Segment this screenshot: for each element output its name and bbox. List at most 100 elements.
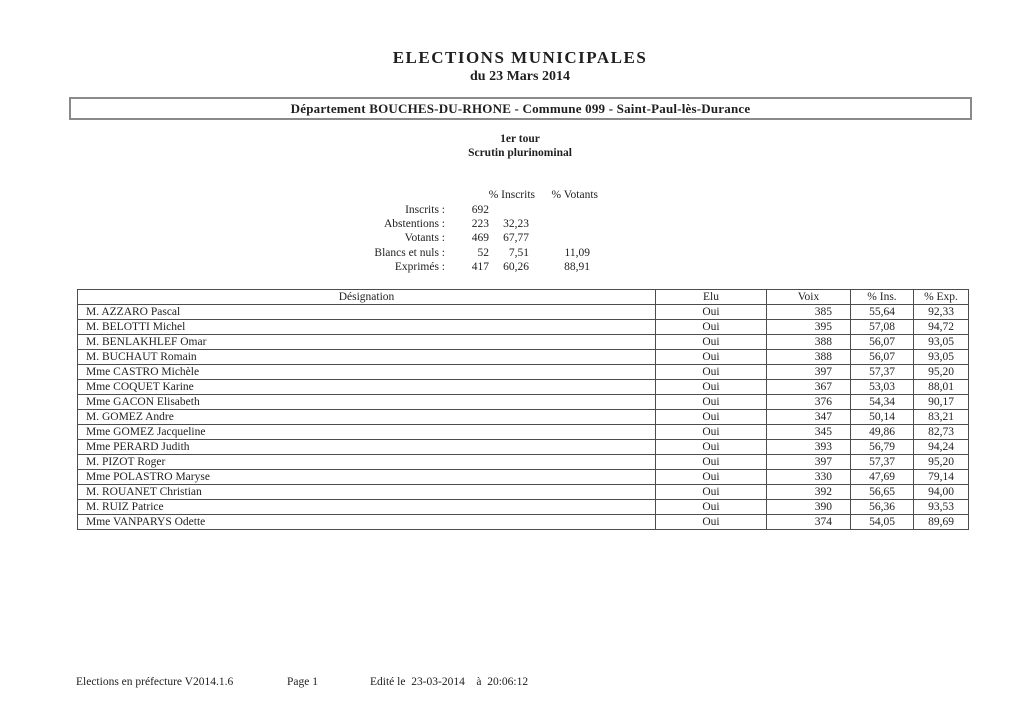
pct-inscrits: 57,37 xyxy=(850,364,914,380)
elected-status: Oui xyxy=(655,349,767,365)
department-banner: Département BOUCHES-DU-RHONE - Commune 0… xyxy=(69,97,972,120)
elected-status: Oui xyxy=(655,334,767,350)
candidate-name: Mme CASTRO Michèle xyxy=(77,364,656,380)
votes-count: 345 xyxy=(766,424,851,440)
table-row: M. BELOTTI Michel Oui 395 57,08 94,72 xyxy=(77,319,969,335)
votes-count: 388 xyxy=(766,349,851,365)
pct-exprimes: 92,33 xyxy=(913,304,969,320)
candidate-name: Mme COQUET Karine xyxy=(77,379,656,395)
pct-exprimes: 95,20 xyxy=(913,454,969,470)
pct-inscrits: 57,37 xyxy=(850,454,914,470)
elected-status: Oui xyxy=(655,424,767,440)
stats-pct-inscrits: 67,77 xyxy=(503,232,529,245)
stats-pct-inscrits: 7,51 xyxy=(508,246,529,259)
votes-count: 397 xyxy=(766,454,851,470)
table-row: M. BUCHAUT Romain Oui 388 56,07 93,05 xyxy=(77,349,969,365)
stats-pct-votants xyxy=(529,231,590,245)
elected-status: Oui xyxy=(655,514,767,530)
stats-label: Abstentions : xyxy=(383,218,445,231)
stats-pct-inscrits xyxy=(489,203,529,217)
candidate-name: Mme VANPARYS Odette xyxy=(77,514,656,530)
table-row: M. BENLAKHLEF Omar Oui 388 56,07 93,05 xyxy=(77,334,969,350)
pct-inscrits: 54,05 xyxy=(850,514,914,530)
candidate-name: M. RUIZ Patrice xyxy=(77,499,656,515)
pct-exprimes: 79,14 xyxy=(913,469,969,485)
table-row: Mme GACON Elisabeth Oui 376 54,34 90,17 xyxy=(77,394,969,410)
table-row: M. RUIZ Patrice Oui 390 56,36 93,53 xyxy=(77,499,969,515)
votes-count: 330 xyxy=(766,469,851,485)
round-line: 1er tour xyxy=(500,133,540,145)
votes-count: 385 xyxy=(766,304,851,320)
elected-status: Oui xyxy=(655,409,767,425)
votes-count: 374 xyxy=(766,514,851,530)
stats-pct-votants xyxy=(529,217,590,231)
stats-label: Inscrits : xyxy=(405,204,445,217)
table-row: Mme POLASTRO Maryse Oui 330 47,69 79,14 xyxy=(77,469,969,485)
pct-exprimes: 93,05 xyxy=(913,334,969,350)
pct-inscrits: 56,07 xyxy=(850,349,914,365)
table-row: Mme PERARD Judith Oui 393 56,79 94,24 xyxy=(77,439,969,455)
stats-row: Abstentions : 223 32,23 xyxy=(200,217,590,231)
results-table: Désignation Elu Voix % Ins. % Exp. M. AZ… xyxy=(77,289,969,530)
table-row: Mme COQUET Karine Oui 367 53,03 88,01 xyxy=(77,379,969,395)
table-row: Mme GOMEZ Jacqueline Oui 345 49,86 82,73 xyxy=(77,424,969,440)
candidate-name: M. BUCHAUT Romain xyxy=(77,349,656,365)
ballot-type-line: Scrutin plurinominal xyxy=(468,147,572,159)
results-header-row: Désignation Elu Voix % Ins. % Exp. xyxy=(77,289,969,305)
stats-value: 52 xyxy=(477,246,490,259)
candidate-name: Mme GACON Elisabeth xyxy=(77,394,656,410)
table-row: M. ROUANET Christian Oui 392 56,65 94,00 xyxy=(77,484,969,500)
document-title: ELECTIONS MUNICIPALES du 23 Mars 2014 xyxy=(16,48,1024,85)
elected-status: Oui xyxy=(655,364,767,380)
candidate-name: Mme PERARD Judith xyxy=(77,439,656,455)
pct-inscrits: 56,65 xyxy=(850,484,914,500)
title-line-1: ELECTIONS MUNICIPALES xyxy=(392,48,648,67)
table-row: Mme VANPARYS Odette Oui 374 54,05 89,69 xyxy=(77,514,969,530)
title-line-2: du 23 Mars 2014 xyxy=(470,69,570,84)
table-row: Mme CASTRO Michèle Oui 397 57,37 95,20 xyxy=(77,364,969,380)
stats-value: 469 xyxy=(471,232,489,245)
pct-inscrits: 53,03 xyxy=(850,379,914,395)
col-header-pct-exp: % Exp. xyxy=(913,289,969,305)
candidate-name: M. BENLAKHLEF Omar xyxy=(77,334,656,350)
col-header-designation: Désignation xyxy=(77,289,656,305)
elected-status: Oui xyxy=(655,484,767,500)
elected-status: Oui xyxy=(655,454,767,470)
candidate-name: M. AZZARO Pascal xyxy=(77,304,656,320)
elected-status: Oui xyxy=(655,439,767,455)
elected-status: Oui xyxy=(655,379,767,395)
pct-exprimes: 88,01 xyxy=(913,379,969,395)
pct-inscrits: 57,08 xyxy=(850,319,914,335)
stats-pct-votants: 88,91 xyxy=(564,260,590,273)
pct-inscrits: 56,79 xyxy=(850,439,914,455)
stats-row: Votants : 469 67,77 xyxy=(200,231,590,245)
stats-label: Exprimés : xyxy=(394,260,445,273)
votes-count: 376 xyxy=(766,394,851,410)
elected-status: Oui xyxy=(655,304,767,320)
stats-row: Exprimés : 417 60,26 88,91 xyxy=(200,260,590,274)
votes-count: 393 xyxy=(766,439,851,455)
elected-status: Oui xyxy=(655,499,767,515)
stats-value: 223 xyxy=(471,218,489,231)
pct-inscrits: 56,07 xyxy=(850,334,914,350)
elected-status: Oui xyxy=(655,469,767,485)
pct-inscrits: 55,64 xyxy=(850,304,914,320)
stats-value: 692 xyxy=(471,204,489,217)
pct-exprimes: 94,24 xyxy=(913,439,969,455)
stats-label: Votants : xyxy=(404,232,445,245)
pct-inscrits: 54,34 xyxy=(850,394,914,410)
candidate-name: M. GOMEZ Andre xyxy=(77,409,656,425)
candidate-name: Mme POLASTRO Maryse xyxy=(77,469,656,485)
pct-exprimes: 95,20 xyxy=(913,364,969,380)
stats-header-pct-inscrits: % Inscrits xyxy=(488,189,535,201)
stats-value: 417 xyxy=(471,260,489,273)
elected-status: Oui xyxy=(655,319,767,335)
table-row: M. PIZOT Roger Oui 397 57,37 95,20 xyxy=(77,454,969,470)
candidate-name: M. PIZOT Roger xyxy=(77,454,656,470)
col-header-elu: Elu xyxy=(655,289,767,305)
stats-pct-inscrits: 60,26 xyxy=(503,260,529,273)
stats-label: Blancs et nuls : xyxy=(374,246,445,259)
votes-count: 367 xyxy=(766,379,851,395)
votes-count: 397 xyxy=(766,364,851,380)
